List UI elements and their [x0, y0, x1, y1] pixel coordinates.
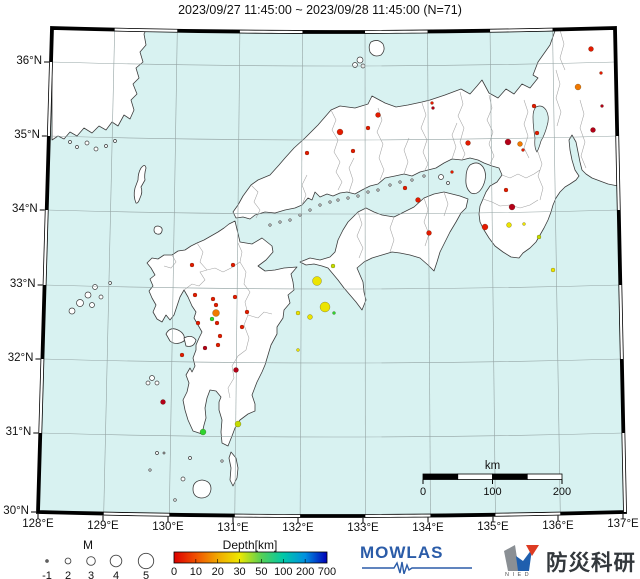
graticule [40, 29, 624, 516]
epicenter-marker [233, 367, 239, 373]
epicenter-marker [160, 399, 166, 405]
epicenter-marker [199, 428, 207, 436]
epicenter-marker [192, 292, 198, 298]
epicenter-marker [522, 222, 526, 226]
island-amakusa-1 [165, 328, 185, 344]
landmasses [51, 28, 619, 499]
island-oki [368, 40, 385, 57]
epicenter-marker [217, 333, 223, 339]
epicenter-marker [531, 103, 537, 109]
time-window-title: 2023/09/27 11:45:00 ~ 2023/09/28 11:45:0… [178, 3, 462, 17]
epicenter-marker [574, 83, 582, 91]
epicenter-marker [550, 267, 556, 273]
epicenter-marker [209, 316, 215, 322]
epicenter-marker [332, 311, 336, 315]
epicenter-markers [160, 46, 604, 436]
epicenter-marker [517, 141, 523, 147]
mowlas-waveform-icon [362, 561, 472, 575]
epicenter-marker [234, 420, 242, 428]
epicenter-marker [431, 106, 435, 110]
epicenter-marker [600, 104, 604, 108]
epicenter-marker [402, 185, 408, 191]
epicenter-marker [212, 309, 220, 317]
legend-graphics [45, 551, 328, 570]
epicenter-marker [536, 234, 542, 240]
epicenter-marker [304, 150, 310, 156]
epicenter-marker [521, 148, 525, 152]
epicenter-marker [232, 294, 238, 300]
epicenter-marker [506, 222, 512, 228]
epicenter-marker [307, 314, 313, 320]
island-tsushima [133, 165, 147, 204]
epicenter-marker [295, 310, 301, 316]
epicenter-marker [319, 301, 331, 313]
epicenter-marker [503, 187, 509, 193]
epicenter-marker [210, 296, 216, 302]
epicenter-marker [330, 263, 336, 269]
magnitude-legend-title: M [83, 538, 93, 552]
land-honshu [232, 28, 619, 259]
island-yakushima [192, 479, 212, 499]
epicenter-marker [599, 71, 603, 75]
epicenter-marker [215, 342, 221, 348]
lake-biwa [532, 105, 549, 153]
epicenter-marker [590, 127, 596, 133]
depth-legend-title: Depth[km] [222, 538, 278, 552]
epicenter-marker [450, 170, 454, 174]
epicenter-marker [214, 320, 220, 326]
prefecture-borders [163, 29, 587, 399]
island-tanegashima [228, 451, 239, 487]
island-awaji [465, 162, 486, 195]
epicenter-marker [296, 348, 300, 352]
island-amakusa-2 [183, 336, 197, 347]
epicenter-marker [213, 302, 219, 308]
epicenter-marker [508, 203, 516, 211]
land-korea [51, 28, 148, 141]
epicenter-marker [202, 345, 208, 351]
small-islands [68, 56, 450, 502]
mowlas-logo: MOWLAS Monitoring of Waves on Land and S… [360, 544, 476, 579]
land-shikoku [299, 191, 469, 311]
epicenter-marker [195, 320, 201, 326]
island-iki [153, 225, 163, 235]
epicenter-marker [534, 130, 540, 136]
nied-name: 防災科研 [546, 551, 637, 575]
epicenter-marker [588, 46, 594, 52]
epicenter-marker [179, 352, 185, 358]
mowlas-logo-text: MOWLAS [360, 543, 444, 562]
nied-logo-icon [504, 545, 539, 571]
epicenter-marker [312, 276, 322, 286]
epicenter-marker [504, 138, 512, 146]
epicenter-marker [239, 324, 245, 330]
epicenter-marker [336, 128, 344, 136]
scale-bar [422, 473, 563, 484]
epicenter-marker [481, 223, 489, 231]
epicenter-marker [230, 262, 236, 268]
epicenter-marker [415, 197, 421, 203]
epicenter-marker [430, 101, 434, 105]
land-kyushu [146, 220, 298, 447]
epicenter-marker [244, 309, 250, 315]
epicenter-marker [465, 140, 471, 146]
map-frame [31, 26, 627, 523]
epicenter-marker [189, 262, 195, 268]
nied-acronym: NIED [505, 572, 533, 578]
epicenter-marker [426, 230, 432, 236]
epicenter-marker [365, 125, 371, 131]
epicenter-marker [350, 148, 356, 154]
epicenter-marker [375, 112, 381, 118]
